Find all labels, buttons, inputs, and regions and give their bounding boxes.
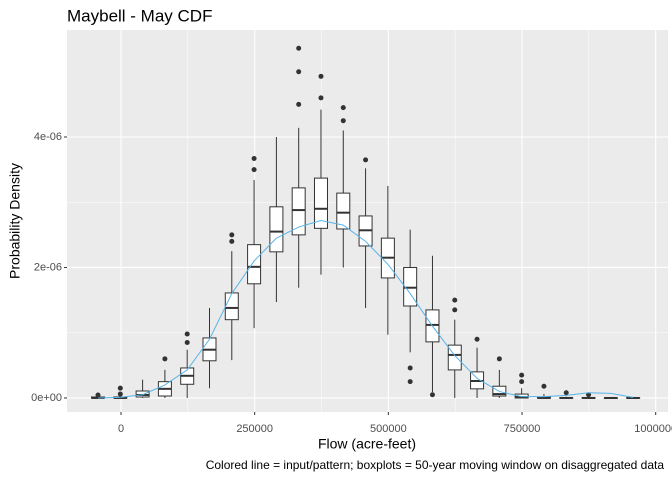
box [247,244,262,285]
x-tick-label: 0 [118,423,124,435]
marks [91,45,641,399]
outlier [184,340,190,346]
outlier [429,392,435,398]
outlier [318,95,324,101]
outlier [340,105,346,111]
outlier [296,101,302,107]
outlier [586,392,592,398]
outlier [519,379,525,385]
outlier [95,392,101,398]
box [269,206,284,253]
outlier [117,391,123,397]
x-axis-label: Flow (acre-feet) [318,436,416,452]
outlier [407,365,413,371]
box [291,187,306,236]
outlier [318,73,324,79]
x-tick-label: 750000 [504,423,541,435]
outlier [407,379,413,385]
outlier [117,385,123,391]
outlier [296,69,302,75]
box [224,292,239,321]
caption: Colored line = input/pattern; boxplots =… [206,458,665,472]
outlier [474,336,480,342]
outlier [162,356,168,362]
outlier [496,356,502,362]
grid [67,30,668,412]
y-tick-label: 4e-06 [34,131,62,143]
outlier [452,297,458,303]
outlier [251,167,257,173]
outlier [452,307,458,313]
box [336,192,351,230]
density-line [97,219,634,399]
outlier [184,331,190,337]
outlier [229,238,235,244]
outlier [363,157,369,163]
x-tick-label: 500000 [370,423,407,435]
x-tick-label: 250000 [236,423,273,435]
outlier [563,390,569,396]
outlier [541,383,547,389]
y-tick-label: 0e+00 [31,392,62,404]
outlier [340,118,346,124]
outlier [519,372,525,378]
outlier [229,232,235,238]
outlier [251,156,257,162]
outlier [296,45,302,51]
chart-title: Maybell - May CDF [67,6,212,25]
y-axis-label: Probability Density [7,163,23,279]
box [313,177,328,229]
y-tick-label: 2e-06 [34,261,62,273]
